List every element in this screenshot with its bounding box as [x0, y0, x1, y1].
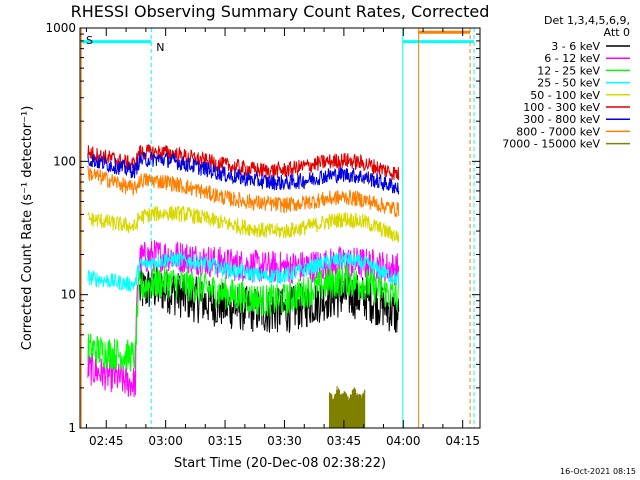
legend-entry-label: 25 - 50 keV	[537, 77, 600, 90]
s-flag-label: S	[86, 34, 93, 47]
legend-entry-label: 800 - 7000 keV	[516, 125, 600, 138]
legend-entry-label: 300 - 800 keV	[523, 113, 600, 126]
footer-date: 16-Oct-2021 08:15	[560, 467, 636, 476]
x-axis-ticks: 02:45 03:00 03:15 03:30 03:45 04:00 04:15	[85, 28, 480, 448]
series-line-25-50	[87, 251, 400, 292]
x-tick-label: 04:15	[445, 434, 480, 448]
legend-entry-label: 7000 - 15000 keV	[502, 138, 600, 151]
legend-header: Det 1,3,4,5,6,9,	[544, 14, 630, 27]
series-line-12-25	[87, 263, 400, 372]
x-axis-label: Start Time (20-Dec-08 02:38:22)	[174, 456, 386, 471]
x-tick-label: 03:30	[267, 434, 302, 448]
x-tick-label: 03:00	[148, 434, 183, 448]
chart-title: RHESSI Observing Summary Count Rates, Co…	[71, 2, 490, 21]
y-tick-label: 1	[68, 421, 76, 435]
series-line-50-100	[87, 205, 400, 243]
legend-entry-label: 6 - 12 keV	[544, 52, 600, 65]
n-flag-label: N	[156, 41, 164, 54]
legend-entry-label: 12 - 25 keV	[537, 64, 600, 77]
plot-frame	[79, 27, 481, 429]
legend-entry-label: 50 - 100 keV	[530, 89, 600, 102]
y-axis-ticks: 1 10 100 1000	[45, 21, 480, 435]
y-tick-label: 1000	[45, 21, 76, 35]
series-line-100-300	[87, 144, 400, 181]
series-line-800-7000	[87, 165, 400, 218]
series-line-300-800	[87, 151, 400, 195]
y-tick-label: 10	[61, 288, 76, 302]
series-layer	[87, 144, 400, 428]
x-tick-label: 03:15	[208, 434, 243, 448]
y-tick-label: 100	[53, 154, 76, 168]
y-axis-label: Corrected Count Rate (s⁻¹ detector⁻¹)	[20, 106, 35, 351]
attenuator-flags: SN	[80, 28, 475, 428]
series-line-7000-15000	[329, 386, 366, 428]
legend-header: Att 0	[604, 26, 630, 39]
x-tick-label: 03:45	[327, 434, 362, 448]
x-tick-label: 04:00	[386, 434, 421, 448]
legend-entry-label: 100 - 300 keV	[523, 101, 600, 114]
legend-entry-label: 3 - 6 keV	[551, 40, 600, 53]
x-tick-label: 02:45	[89, 434, 124, 448]
